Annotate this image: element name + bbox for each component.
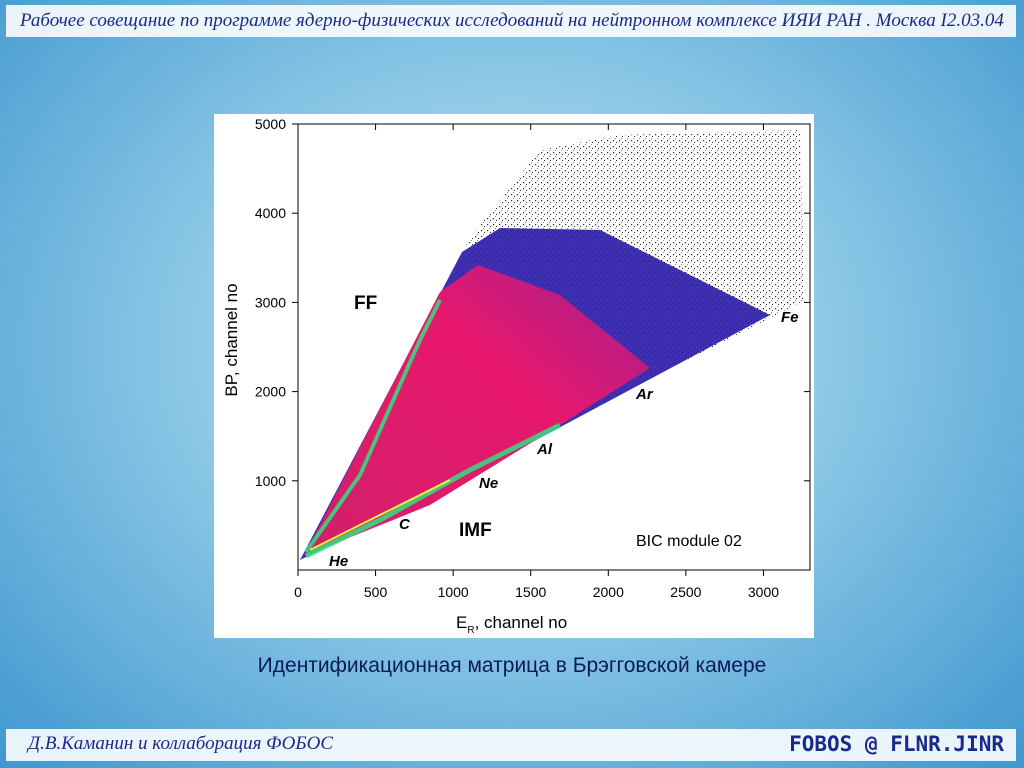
annotation: He [329, 553, 348, 570]
x-tick-label: 1500 [515, 584, 546, 600]
x-tick-label: 1000 [438, 584, 469, 600]
y-axis-label: BP, channel no [222, 283, 241, 396]
footer-left: Д.В.Каманин и коллаборация ФОБОС [28, 733, 334, 754]
density-cloud [300, 130, 805, 560]
y-tick-label: 3000 [255, 294, 286, 310]
y-tick-label: 2000 [255, 384, 286, 400]
caption: Идентификационная матрица в Брэгговской … [257, 654, 767, 677]
annotation: Ar [635, 386, 654, 403]
x-tick-label: 2500 [670, 584, 701, 600]
header-bar: Рабочее совещание по программе ядерно-фи… [6, 5, 1016, 37]
x-tick-label: 3000 [748, 584, 779, 600]
annotation: FF [354, 293, 377, 314]
x-tick-label: 2000 [593, 584, 624, 600]
annotation: Ne [479, 475, 498, 492]
x-axis-label: ER, channel no [456, 613, 567, 636]
annotation: Al [536, 441, 553, 458]
footer-bar: Д.В.Каманин и коллаборация ФОБОС FOBOS @… [6, 729, 1016, 761]
y-tick-label: 4000 [255, 205, 286, 221]
x-tick-label: 0 [294, 584, 302, 600]
annotation: IMF [459, 520, 492, 541]
y-tick-label: 1000 [255, 473, 286, 489]
plot-frame [297, 123, 811, 571]
x-tick-label: 500 [364, 584, 388, 600]
y-tick-label: 5000 [255, 116, 286, 132]
annotation: Fe [781, 309, 799, 326]
header-title: Рабочее совещание по программе ядерно-фи… [20, 10, 1004, 31]
annotation: C [399, 516, 411, 533]
footer-right: FOBOS @ FLNR.JINR [789, 732, 1004, 756]
annotation: BIC module 02 [636, 533, 742, 550]
